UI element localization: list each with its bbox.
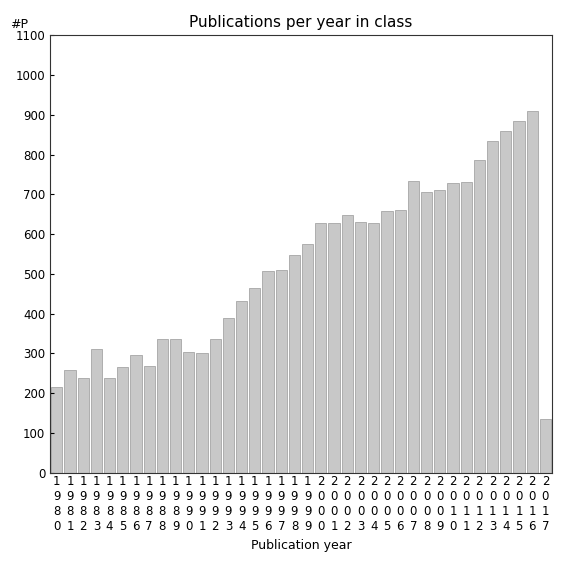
Bar	[78, 378, 89, 473]
Bar	[236, 301, 247, 473]
Bar	[368, 223, 379, 473]
Bar	[447, 183, 459, 473]
Bar	[342, 215, 353, 473]
Title: Publications per year in class: Publications per year in class	[189, 15, 413, 30]
Bar	[395, 210, 406, 473]
Bar	[421, 192, 432, 473]
Bar	[434, 190, 445, 473]
Bar	[540, 419, 551, 473]
Bar	[196, 353, 208, 473]
Bar	[170, 340, 181, 473]
Bar	[328, 223, 340, 473]
Bar	[487, 141, 498, 473]
Bar	[157, 339, 168, 473]
Bar	[91, 349, 102, 473]
Bar	[513, 121, 524, 473]
Bar	[263, 271, 274, 473]
Bar	[130, 354, 142, 473]
Bar	[183, 352, 194, 473]
Bar	[408, 181, 419, 473]
Bar	[460, 182, 472, 473]
Bar	[500, 131, 511, 473]
X-axis label: Publication year: Publication year	[251, 539, 352, 552]
Bar	[64, 370, 75, 473]
Bar	[474, 160, 485, 473]
Bar	[51, 387, 62, 473]
Bar	[527, 111, 538, 473]
Bar	[276, 270, 287, 473]
Bar	[289, 255, 300, 473]
Bar	[302, 244, 314, 473]
Bar	[143, 366, 155, 473]
Bar	[249, 288, 260, 473]
Bar	[381, 211, 392, 473]
Text: #P: #P	[10, 18, 28, 31]
Bar	[355, 222, 366, 473]
Bar	[117, 366, 128, 473]
Bar	[315, 223, 327, 473]
Bar	[223, 318, 234, 473]
Bar	[210, 340, 221, 473]
Bar	[104, 378, 115, 473]
